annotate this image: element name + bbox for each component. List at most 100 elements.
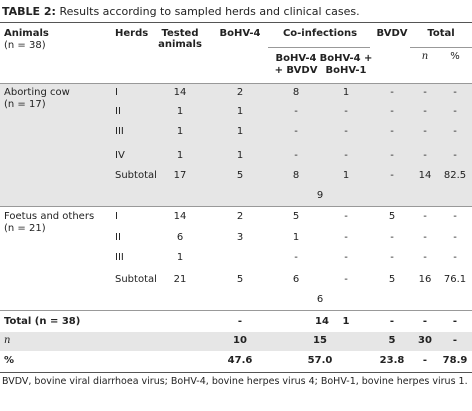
- cell: 5: [388, 211, 396, 222]
- cell: 5: [388, 274, 396, 285]
- cell: 9: [316, 190, 324, 201]
- cell: -: [422, 316, 428, 327]
- header-cell: BoHV-4 +: [319, 53, 373, 64]
- row-shade: [0, 84, 472, 206]
- cell: -: [294, 150, 298, 161]
- header-cell: Total: [427, 28, 455, 39]
- cell: 14: [173, 211, 187, 222]
- total-label: Total (n = 38): [4, 316, 81, 327]
- cell: -: [389, 316, 395, 327]
- cell: -: [453, 252, 457, 263]
- cell: -: [453, 87, 457, 98]
- cell: 14: [173, 87, 187, 98]
- cell: -: [452, 316, 458, 327]
- footnote: BVDV, bovine viral diarrhoea virus; BoHV…: [2, 376, 468, 387]
- header-cell: Animals: [4, 28, 49, 39]
- rule: [0, 83, 472, 84]
- cell: -: [453, 150, 457, 161]
- header-cell: %: [450, 51, 460, 62]
- cell: 1: [176, 150, 184, 161]
- cell: -: [344, 274, 348, 285]
- title-label: TABLE 2:: [2, 5, 56, 18]
- cell: 23.8: [379, 355, 405, 366]
- group-label: Foetus and others: [4, 211, 95, 222]
- cell: 1: [342, 87, 350, 98]
- cell: -: [423, 252, 427, 263]
- cell: -: [423, 232, 427, 243]
- rule: [0, 372, 472, 373]
- rule: [0, 22, 472, 23]
- cell: 16: [418, 274, 432, 285]
- cell: 8: [292, 170, 300, 181]
- herd: II: [115, 106, 121, 117]
- cell: -: [423, 211, 427, 222]
- rule: [0, 206, 472, 207]
- herd: Subtotal: [115, 170, 157, 181]
- header-cell: Tested: [161, 28, 199, 39]
- cell: 2: [236, 211, 244, 222]
- cell: -: [422, 355, 428, 366]
- cell: -: [294, 126, 298, 137]
- cell: -: [390, 126, 394, 137]
- cell: -: [390, 252, 394, 263]
- herd: Subtotal: [115, 274, 157, 285]
- header-cell: (n = 38): [4, 40, 46, 51]
- header-cell: BoHV-4: [275, 53, 317, 64]
- herd: II: [115, 232, 121, 243]
- cell: -: [453, 126, 457, 137]
- title-text: Results according to sampled herds and c…: [59, 5, 360, 18]
- cell: -: [423, 87, 427, 98]
- rule: [410, 47, 472, 48]
- cell: 14: [315, 316, 329, 327]
- herd: III: [115, 252, 124, 263]
- cell: -: [390, 150, 394, 161]
- cell: -: [344, 126, 348, 137]
- cell: -: [452, 335, 458, 346]
- group-label: (n = 17): [4, 99, 46, 110]
- group-label: Aborting cow: [4, 87, 70, 98]
- header-cell: animals: [158, 39, 202, 50]
- cell: 10: [233, 335, 247, 346]
- cell: -: [423, 106, 427, 117]
- cell: 17: [173, 170, 187, 181]
- header-cell: + BVDV: [274, 65, 318, 76]
- cell: -: [344, 211, 348, 222]
- cell: -: [344, 252, 348, 263]
- herd: IV: [115, 150, 125, 161]
- cell: -: [390, 106, 394, 117]
- cell: -: [453, 106, 457, 117]
- row-shade: [0, 332, 472, 351]
- cell: 47.6: [227, 355, 253, 366]
- cell: -: [344, 232, 348, 243]
- cell: 76.1: [443, 274, 467, 285]
- cell: -: [390, 87, 394, 98]
- cell: -: [390, 232, 394, 243]
- cell: 1: [236, 126, 244, 137]
- total-label: n: [4, 335, 11, 346]
- cell: 1: [236, 106, 244, 117]
- cell: -: [237, 316, 243, 327]
- herd: I: [115, 87, 118, 98]
- cell: 1: [236, 150, 244, 161]
- cell: 8: [292, 87, 300, 98]
- cell: 1: [342, 170, 350, 181]
- cell: 5: [236, 170, 244, 181]
- header-cell: Co-infections: [282, 28, 358, 39]
- cell: -: [423, 126, 427, 137]
- cell: 1: [176, 252, 184, 263]
- cell: 15: [313, 335, 327, 346]
- header-cell: BoHV-1: [325, 65, 367, 76]
- cell: 1: [176, 106, 184, 117]
- cell: 1: [176, 126, 184, 137]
- header-cell: Herds: [115, 28, 149, 39]
- rule: [0, 310, 472, 311]
- cell: -: [453, 232, 457, 243]
- cell: -: [453, 211, 457, 222]
- cell: 3: [236, 232, 244, 243]
- cell: 2: [236, 87, 244, 98]
- cell: -: [423, 150, 427, 161]
- header-cell: BVDV: [376, 28, 408, 39]
- cell: 21: [173, 274, 187, 285]
- cell: 14: [418, 170, 432, 181]
